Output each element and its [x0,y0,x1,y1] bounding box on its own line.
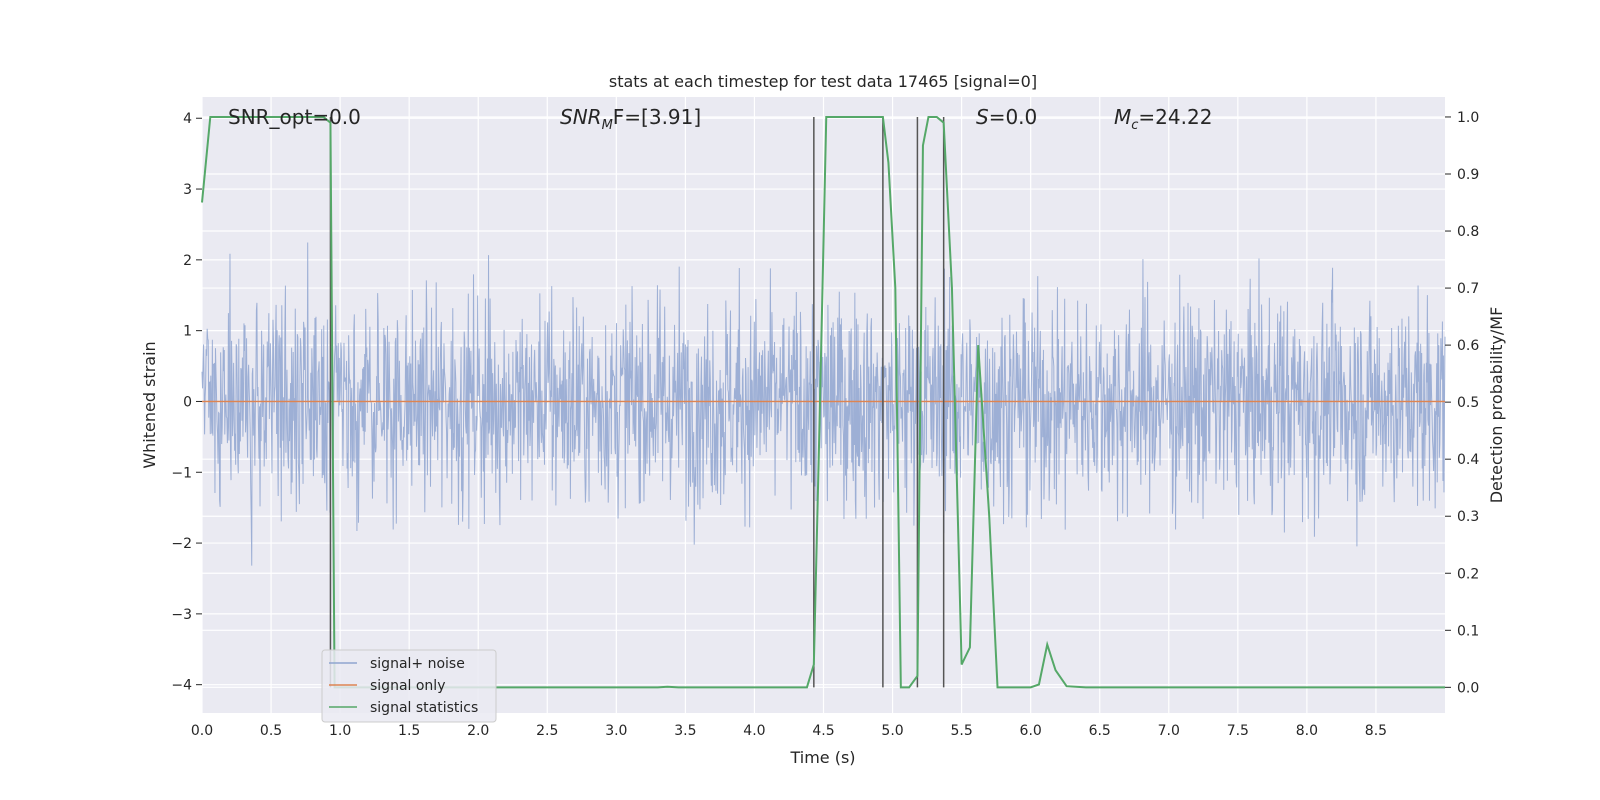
chart-title: stats at each timestep for test data 174… [609,72,1037,91]
series-layer [201,115,1446,689]
annotation-mc-sub: c [1131,118,1138,133]
y-left-tick-label: −4 [171,678,192,694]
annotation-mc-rest: =24.22 [1138,105,1212,129]
series-signal-statistics-line [201,115,1445,689]
ticks: 0.0 0.5 1.0 1.5 2.0 2.5 3.0 3.5 4.0 4.5 5.0 5.5 6.0 6… [171,110,1479,739]
y-right-tick-label: 0.5 [1457,395,1479,411]
x-tick-label: 4.0 [743,723,765,739]
y-right-tick-label: 0.7 [1457,281,1479,297]
y-left-tick-label: 4 [183,111,192,127]
x-tick-label: 7.0 [1158,723,1180,739]
y-left-tick-label: 3 [183,182,192,198]
y-right-tick-label: 0.8 [1457,224,1479,240]
annotation-snr-opt: SNR_opt=0.0 [228,105,361,129]
y-left-tick-label: −2 [171,536,192,552]
x-tick-label: 6.0 [1020,723,1042,739]
x-tick-label: 2.0 [467,723,489,739]
x-tick-label: 1.5 [398,723,420,739]
x-tick-label: 1.0 [329,723,351,739]
x-tick-label: 6.5 [1089,723,1111,739]
legend-label-signal-only: signal only [370,678,445,694]
y-left-tick-label: 1 [183,324,192,340]
x-tick-label: 4.5 [812,723,834,739]
annotation-snr-mf-main: SNR [560,105,602,129]
annotation-s-main: S [976,105,989,129]
y-left-tick-label: 0 [183,394,192,410]
y-left-tick-label: −3 [171,607,192,623]
x-axis-label: Time (s) [789,748,855,767]
y-right-tick-label: 0.4 [1457,452,1479,468]
x-tick-label: 0.5 [260,723,282,739]
x-tick-label: 7.5 [1227,723,1249,739]
y-right-tick-label: 0.2 [1457,566,1479,582]
annotation-snr-mf-sub: M [602,118,613,133]
annotation-mc-main: M [1114,105,1131,129]
y-right-tick-label: 1.0 [1457,110,1479,126]
annotation-mc: Mc=24.22 [1114,105,1212,133]
y-right-tick-label: 0.9 [1457,167,1479,183]
x-tick-label: 8.0 [1296,723,1318,739]
legend-label-signal-noise: signal+ noise [370,656,465,672]
y-axis-left-label: Whitened strain [140,341,159,468]
y-right-tick-label: 0.6 [1457,338,1479,354]
y-left-tick-label: 2 [183,253,192,269]
y-right-tick-label: 0.1 [1457,623,1479,639]
legend: signal+ noise signal only signal statist… [321,649,497,723]
y-right-tick-label: 0.0 [1457,680,1479,696]
x-tick-label: 5.5 [950,723,972,739]
annotation-s-rest: =0.0 [989,105,1038,129]
annotation-snr-mf-rest: F=[3.91] [613,105,701,129]
legend-box [321,649,497,723]
y-right-tick-label: 0.3 [1457,509,1479,525]
x-tick-label: 5.0 [881,723,903,739]
annotation-s: S=0.0 [976,105,1037,129]
x-tick-label: 0.0 [191,723,213,739]
legend-label-signal-statistics: signal statistics [370,700,478,716]
y-axis-right-label: Detection probability/MF [1487,307,1506,504]
x-tick-label: 2.5 [536,723,558,739]
x-tick-label: 3.0 [605,723,627,739]
x-tick-label: 8.5 [1365,723,1387,739]
annotation-snr-mf: SNRMF=[3.91] [560,105,701,133]
x-tick-label: 3.5 [674,723,696,739]
y-left-tick-label: −1 [171,465,192,481]
